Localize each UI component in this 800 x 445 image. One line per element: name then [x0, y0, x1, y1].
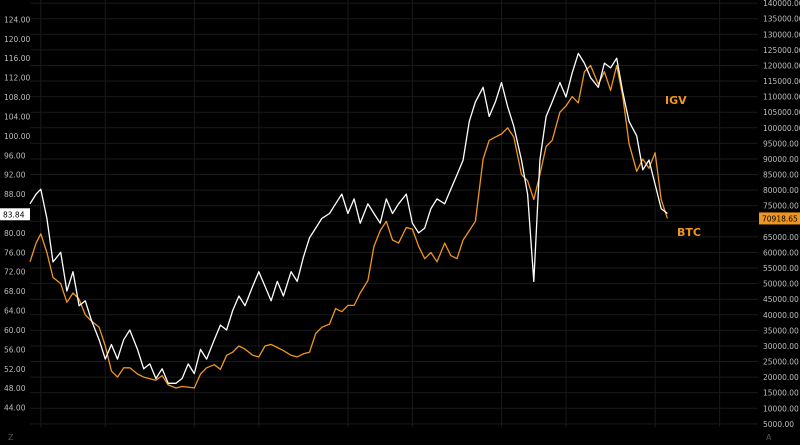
series-layer [29, 52, 669, 389]
right-value-badge [759, 212, 800, 225]
left-axis-tick: 56.00 [4, 345, 26, 354]
left-value-badge [0, 208, 30, 221]
right-axis-tick: 45000.00 [763, 295, 799, 304]
right-axis-tick: 80000.00 [763, 186, 799, 195]
left-axis-tick: 124.00 [4, 15, 30, 24]
right-axis-tick: 95000.00 [763, 139, 799, 148]
right-axis-tick: 20000.00 [763, 373, 799, 382]
left-axis-tick: 44.00 [4, 404, 26, 413]
right-axis-tick: 50000.00 [763, 280, 799, 289]
right-axis-tick: 125000.00 [763, 46, 800, 55]
right-axis-tick: 30000.00 [763, 342, 799, 351]
right-axis-tick: 130000.00 [763, 30, 800, 39]
left-axis-tick: 112.00 [4, 74, 30, 83]
right-axis-tick: 25000.00 [763, 358, 799, 367]
auto-scale-icon[interactable]: A [766, 433, 772, 442]
right-axis-tick: 15000.00 [763, 389, 799, 398]
right-axis-tick: 5000.00 [763, 420, 794, 429]
left-axis-tick: 76.00 [4, 248, 26, 257]
value-badges: 83.84 70918.65 [0, 208, 800, 225]
right-axis-tick: 135000.00 [763, 15, 800, 24]
right-axis-tick: 110000.00 [763, 93, 800, 102]
left-axis-tick: 72.00 [4, 268, 26, 277]
footer-bar: Z A [0, 427, 800, 445]
left-axis-tick: 108.00 [4, 93, 30, 102]
right-axis-tick: 100000.00 [763, 124, 800, 133]
right-axis-tick: 105000.00 [763, 108, 800, 117]
left-value-badge-text: 83.84 [3, 210, 25, 219]
series-annotations: IGV BTC [665, 94, 701, 239]
right-axis-tick: 75000.00 [763, 202, 799, 211]
right-axis-tick: 10000.00 [763, 404, 799, 413]
left-axis-tick: 64.00 [4, 307, 26, 316]
right-axis-tick: 40000.00 [763, 311, 799, 320]
right-axis-tick: 60000.00 [763, 248, 799, 257]
right-price-axis: 5000.00 10000.00 15000.00 20000.00 25000.00 3… [763, 0, 800, 429]
right-value-badge-text: 70918.65 [762, 214, 798, 223]
right-axis-tick: 55000.00 [763, 264, 799, 273]
right-axis-tick: 120000.00 [763, 61, 800, 70]
left-axis-tick: 80.00 [4, 229, 26, 238]
left-price-axis: 44.00 48.00 52.00 56.00 60.00 64.00 68.00 72.00… [4, 15, 30, 412]
right-axis-tick: 35000.00 [763, 326, 799, 335]
left-axis-tick: 68.00 [4, 287, 26, 296]
left-axis-tick: 104.00 [4, 112, 30, 121]
right-axis-tick: 115000.00 [763, 77, 800, 86]
igv-series-label: IGV [665, 94, 687, 107]
left-axis-tick: 100.00 [4, 132, 30, 141]
left-axis-tick: 60.00 [4, 326, 26, 335]
series-line-btc [29, 64, 669, 389]
left-axis-tick: 116.00 [4, 54, 30, 63]
left-axis-tick: 120.00 [4, 35, 30, 44]
left-axis-tick: 96.00 [4, 151, 26, 160]
right-axis-tick: 85000.00 [763, 171, 799, 180]
btc-series-label: BTC [677, 226, 701, 239]
right-axis-tick: 90000.00 [763, 155, 799, 164]
right-axis-tick: 140000.00 [763, 0, 800, 8]
right-axis-tick: 65000.00 [763, 233, 799, 242]
timezone-icon[interactable]: Z [8, 433, 14, 442]
left-axis-tick: 92.00 [4, 171, 26, 180]
series-line-igv [29, 52, 668, 384]
left-axis-tick: 52.00 [4, 365, 26, 374]
grid-layer [30, 0, 758, 427]
left-axis-tick: 88.00 [4, 190, 26, 199]
left-axis-tick: 48.00 [4, 384, 26, 393]
